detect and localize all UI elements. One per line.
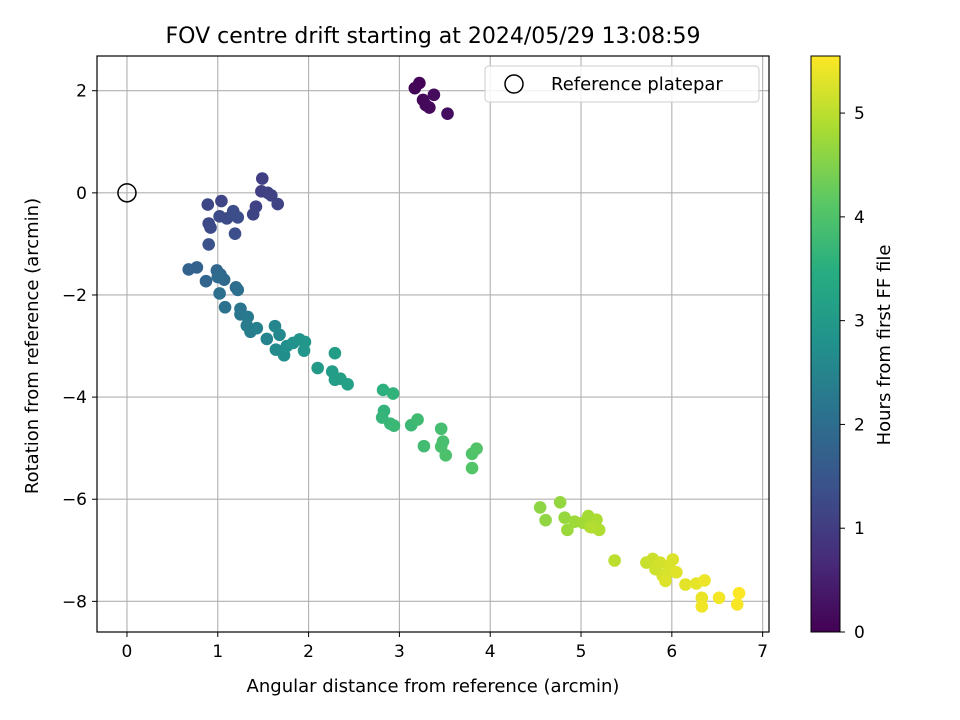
data-point bbox=[561, 523, 574, 537]
x-axis-title: Angular distance from reference (arcmin) bbox=[247, 676, 620, 697]
data-point bbox=[202, 238, 215, 251]
data-point bbox=[231, 211, 245, 224]
data-point bbox=[441, 107, 454, 121]
data-point bbox=[679, 578, 692, 591]
data-point bbox=[558, 511, 571, 524]
data-point bbox=[204, 221, 217, 234]
x-tick-label: 2 bbox=[303, 642, 314, 662]
legend-marker-reference bbox=[504, 74, 524, 94]
data-point bbox=[190, 261, 204, 274]
data-point bbox=[423, 101, 436, 114]
y-axis-title: Rotation from reference (arcmin) bbox=[22, 198, 43, 494]
data-point bbox=[539, 513, 552, 527]
x-tick-label: 3 bbox=[394, 642, 405, 662]
y-tick-label: −2 bbox=[62, 286, 87, 306]
data-point bbox=[470, 442, 483, 455]
data-point bbox=[386, 387, 400, 400]
data-point bbox=[553, 495, 567, 509]
plot-frame bbox=[96, 55, 770, 633]
y-tick-label: −6 bbox=[62, 490, 87, 510]
data-point bbox=[341, 378, 354, 391]
data-point bbox=[608, 554, 621, 567]
data-point bbox=[201, 198, 215, 211]
data-point bbox=[273, 328, 286, 342]
data-point bbox=[328, 346, 342, 360]
data-point bbox=[246, 207, 260, 221]
data-point bbox=[250, 321, 264, 335]
data-point bbox=[228, 227, 242, 241]
x-tick-label: 0 bbox=[122, 642, 133, 662]
x-tick-label: 1 bbox=[212, 642, 223, 662]
data-point bbox=[732, 586, 746, 600]
data-point bbox=[231, 283, 245, 297]
data-point bbox=[695, 600, 709, 613]
data-point bbox=[215, 194, 228, 208]
data-point bbox=[260, 332, 274, 346]
data-point bbox=[417, 439, 431, 453]
plot-area: 0 1 2 3 4 5 6 7 −8 −6 −4 −2 0 2 bbox=[62, 55, 770, 662]
data-point bbox=[265, 189, 278, 202]
colorbar-tick-label: 1 bbox=[854, 519, 865, 539]
colorbar-tick-label: 0 bbox=[854, 623, 865, 643]
data-point bbox=[311, 361, 324, 375]
data-point bbox=[730, 598, 744, 611]
data-point bbox=[533, 501, 547, 514]
colorbar: 0 1 2 3 4 5 bbox=[810, 55, 865, 643]
y-tick-label: 0 bbox=[76, 184, 87, 204]
data-point bbox=[411, 413, 424, 426]
data-point bbox=[211, 270, 225, 284]
legend: Reference platepar bbox=[484, 65, 760, 103]
colorbar-tick-label: 5 bbox=[854, 104, 865, 124]
data-point bbox=[712, 591, 726, 605]
data-point bbox=[427, 88, 441, 102]
colorbar-tick-label: 3 bbox=[854, 312, 865, 332]
colorbar-title: Hours from first FF file bbox=[874, 245, 895, 446]
data-point bbox=[695, 591, 709, 605]
chart-title: FOV centre drift starting at 2024/05/29 … bbox=[166, 24, 701, 49]
legend-box bbox=[484, 65, 760, 103]
y-tick-label: −4 bbox=[62, 388, 87, 408]
data-point bbox=[585, 521, 599, 534]
data-point bbox=[439, 449, 453, 462]
colorbar-tick-label: 2 bbox=[854, 415, 865, 435]
x-tick-label: 7 bbox=[757, 642, 768, 662]
x-tick-label: 6 bbox=[666, 642, 677, 662]
reference-marker bbox=[117, 183, 137, 203]
legend-label-reference: Reference platepar bbox=[551, 74, 723, 95]
data-point bbox=[434, 422, 448, 436]
data-point bbox=[297, 344, 311, 357]
data-point bbox=[666, 553, 680, 566]
colorbar-gradient bbox=[810, 55, 841, 633]
data-point bbox=[698, 574, 711, 587]
data-point bbox=[271, 197, 285, 211]
data-point bbox=[413, 76, 426, 90]
y-tick-label: −8 bbox=[62, 592, 87, 612]
data-point bbox=[387, 419, 401, 433]
data-point bbox=[199, 274, 213, 288]
data-point bbox=[465, 461, 479, 475]
data-point bbox=[376, 383, 390, 397]
data-point bbox=[659, 574, 672, 588]
data-point bbox=[670, 565, 683, 579]
data-point bbox=[213, 287, 226, 300]
data-point bbox=[255, 172, 269, 185]
x-tick-label: 4 bbox=[485, 642, 496, 662]
y-tick-label: 2 bbox=[76, 82, 87, 102]
data-point bbox=[218, 300, 232, 314]
colorbar-tick-label: 4 bbox=[854, 208, 865, 228]
x-tick-label: 5 bbox=[576, 642, 587, 662]
